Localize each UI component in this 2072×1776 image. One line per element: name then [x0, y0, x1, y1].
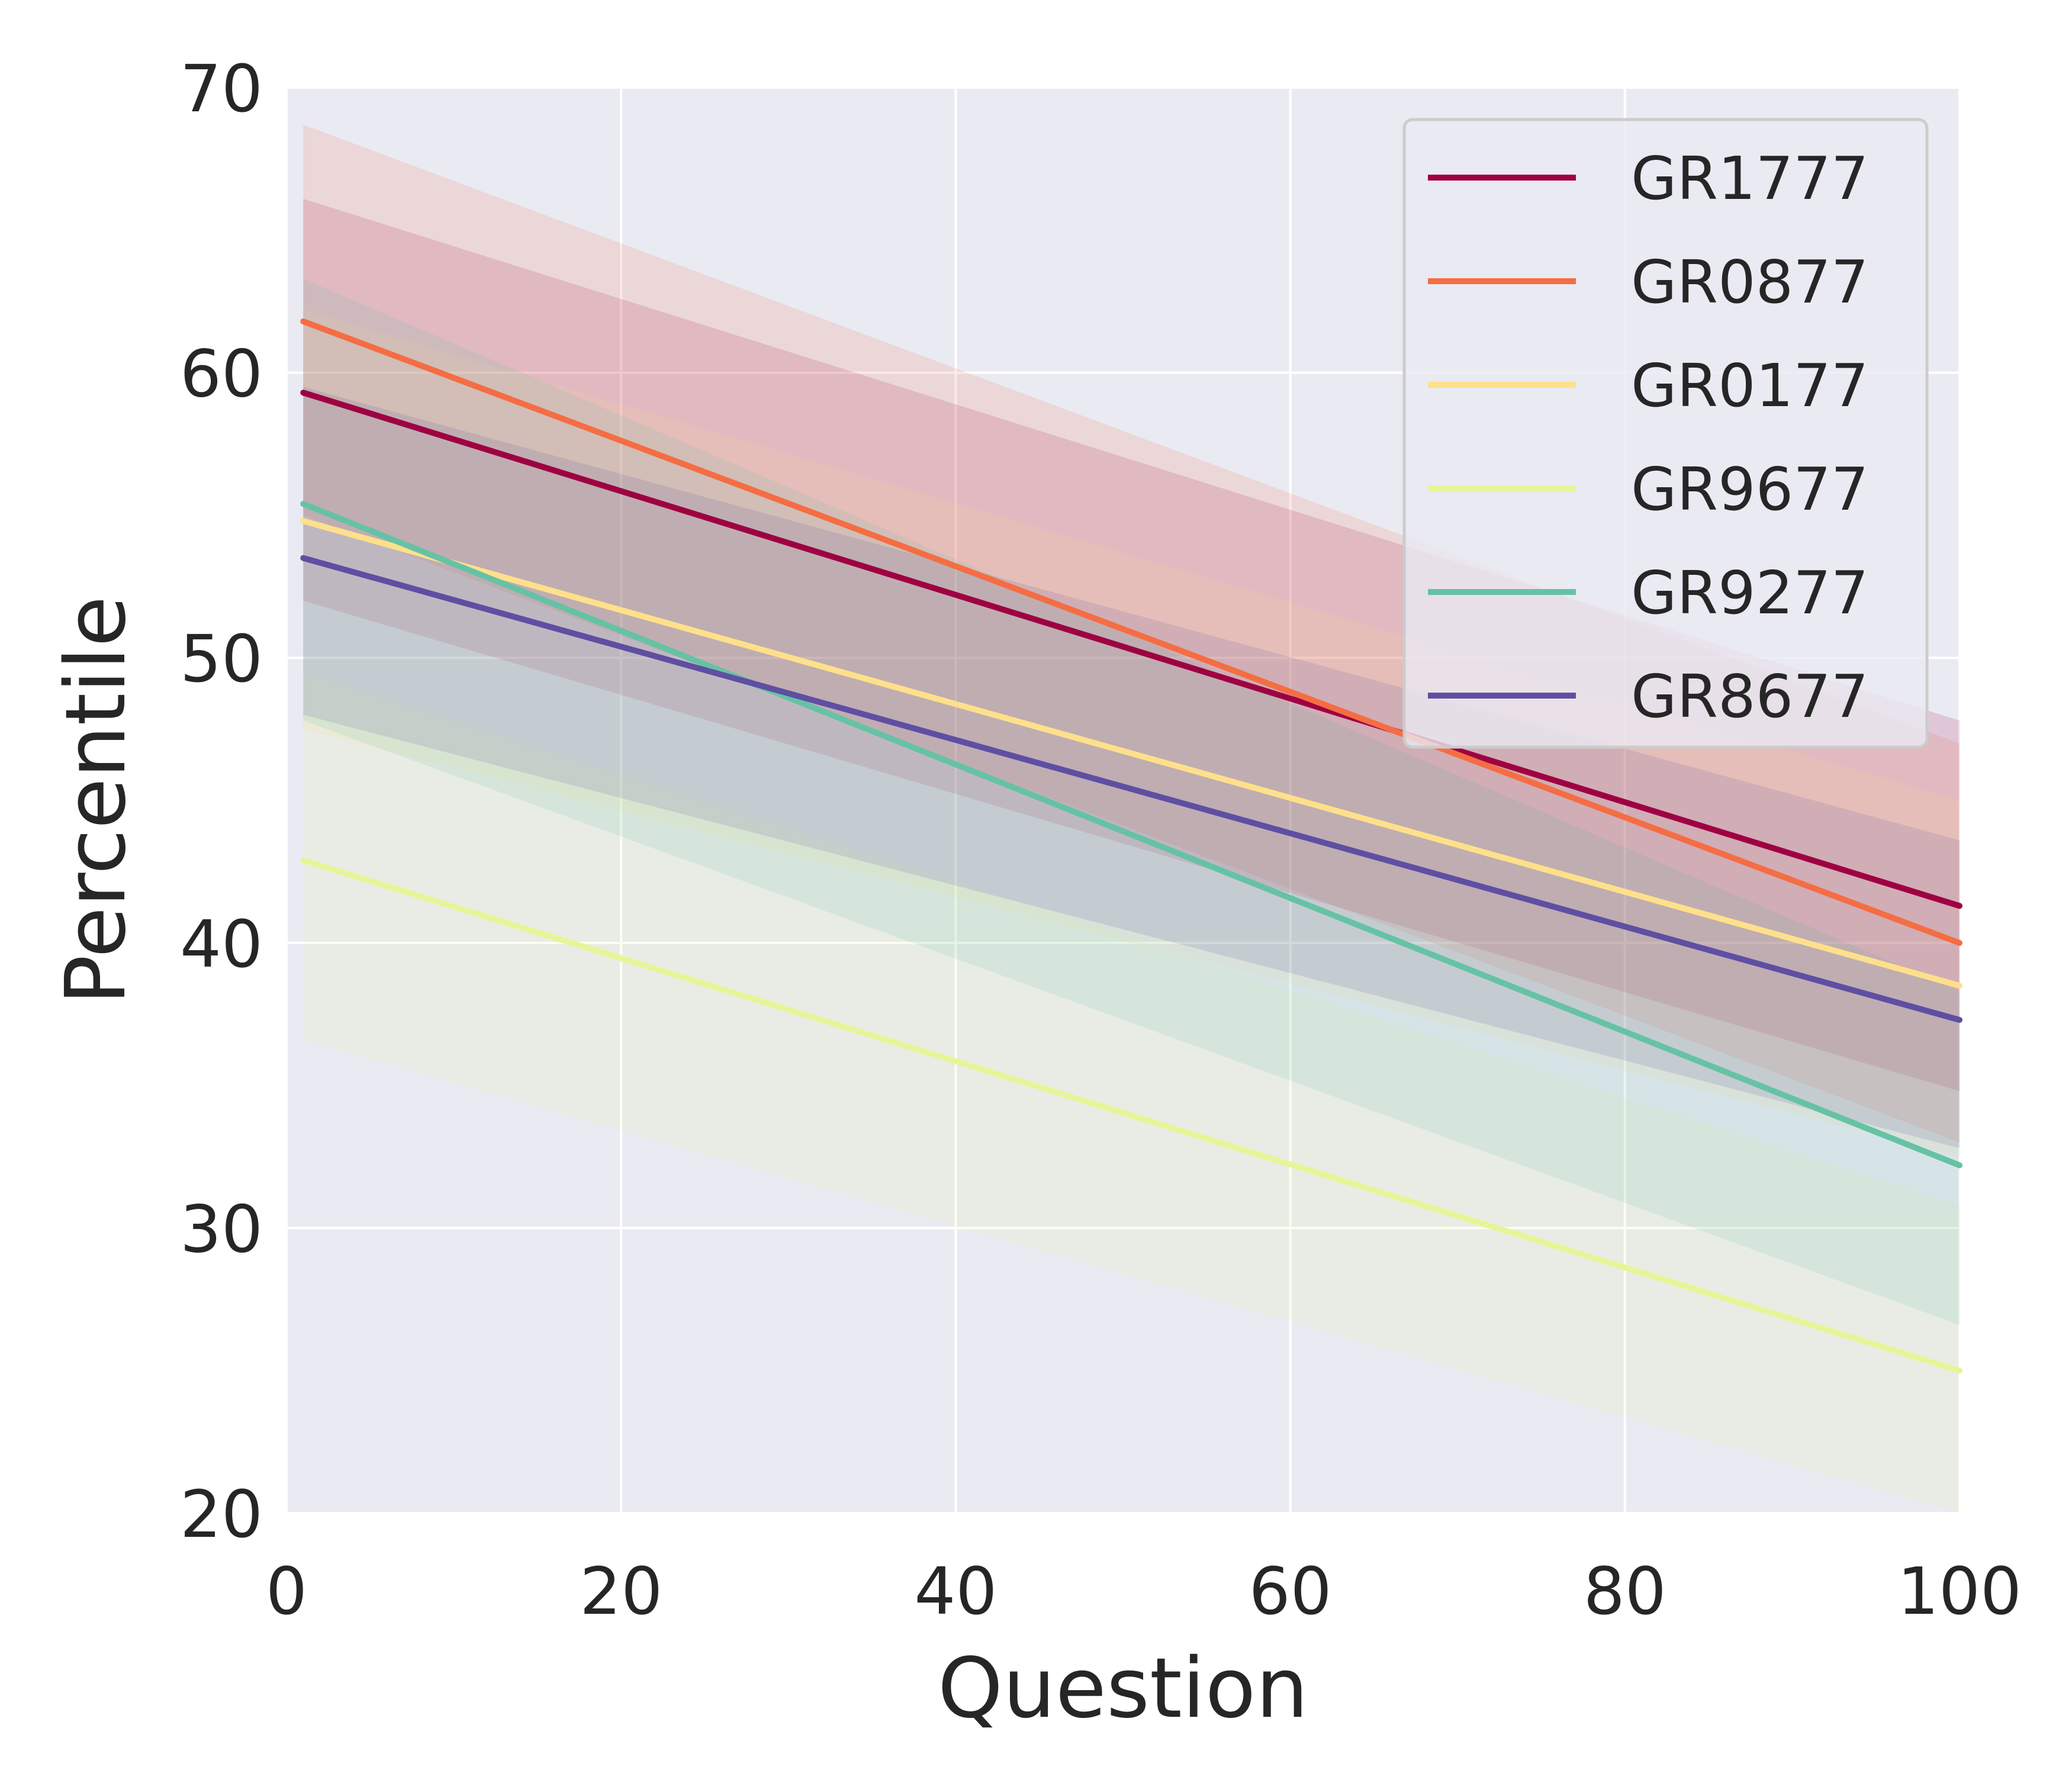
- y-tick-label: 70: [180, 51, 263, 127]
- x-tick-label: 60: [1249, 1553, 1332, 1629]
- y-tick-label: 40: [180, 906, 263, 982]
- y-tick-label: 50: [180, 621, 263, 697]
- legend-label-gr9677: GR9677: [1631, 455, 1868, 524]
- x-tick-label: 40: [914, 1553, 997, 1629]
- legend: GR1777 GR0877 GR0177 GR9677 GR9277 GR8677: [1402, 118, 1929, 749]
- series-line-gr0177: [300, 518, 1962, 989]
- x-tick-labels: 0 20 40 60 80 100: [266, 1553, 2022, 1629]
- legend-label-gr1777: GR1777: [1631, 144, 1868, 213]
- series-line-gr0877: [300, 318, 1962, 946]
- x-tick-label: 80: [1584, 1553, 1666, 1629]
- series-lines: [300, 318, 1962, 1374]
- y-tick-label: 30: [180, 1191, 263, 1267]
- x-axis-label: Question: [938, 1640, 1308, 1737]
- legend-box: [1402, 118, 1929, 749]
- y-tick-label: 20: [180, 1476, 263, 1552]
- legend-label-gr8677: GR8677: [1631, 662, 1868, 731]
- y-tick-label: 60: [180, 336, 263, 412]
- x-tick-label: 0: [266, 1553, 307, 1629]
- series-line-gr9677: [300, 857, 1962, 1374]
- confidence-band-gr9677: [303, 672, 1960, 1513]
- legend-items: GR1777 GR0877 GR0177 GR9677 GR9277 GR8677: [1428, 144, 1868, 731]
- series-line-gr9277: [300, 501, 1962, 1169]
- confidence-band-gr8677: [303, 387, 1960, 1148]
- y-axis-label: Percentile: [48, 596, 144, 1005]
- series-line-gr8677: [300, 555, 1962, 1023]
- legend-label-gr9277: GR9277: [1631, 558, 1868, 628]
- series-line-gr1777: [300, 390, 1962, 909]
- legend-label-gr0877: GR0877: [1631, 247, 1868, 317]
- confidence-band-gr9277: [303, 278, 1960, 1325]
- x-tick-label: 100: [1897, 1553, 2022, 1629]
- y-tick-labels: 20 30 40 50 60 70: [180, 51, 263, 1552]
- legend-label-gr0177: GR0177: [1631, 351, 1868, 420]
- x-tick-label: 20: [580, 1553, 662, 1629]
